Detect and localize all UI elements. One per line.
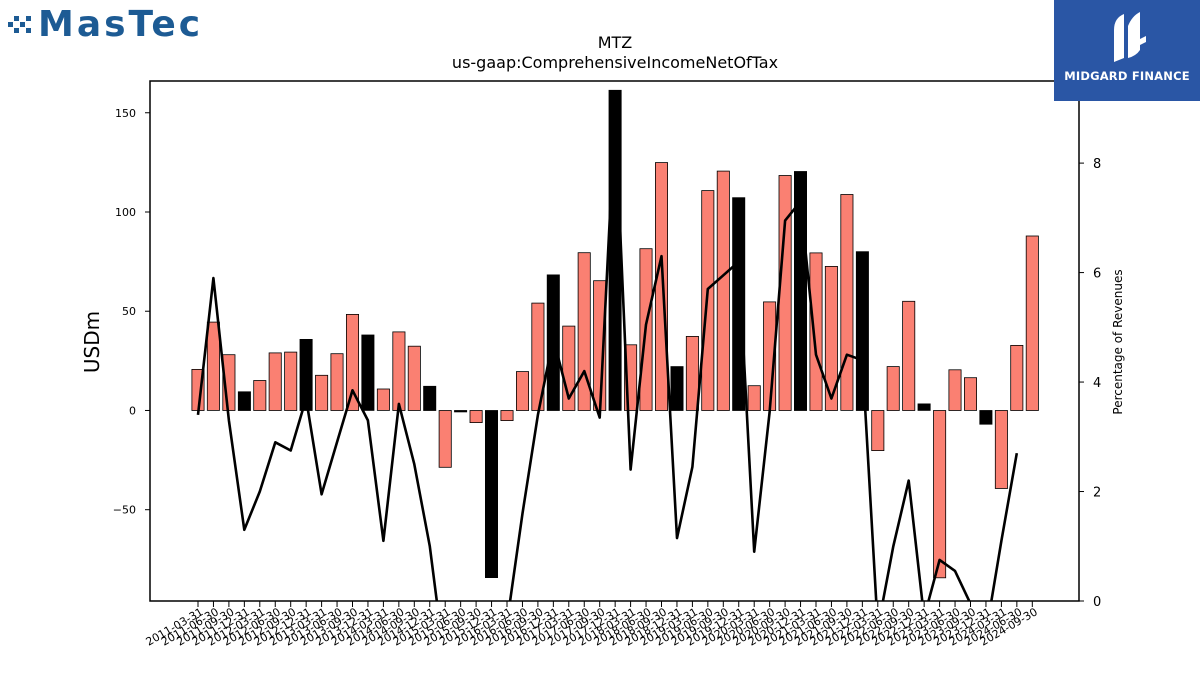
bar-2019-03-31 <box>685 335 699 411</box>
bar-2020-09-30 <box>778 175 792 411</box>
bar-2022-03-31 <box>871 410 885 451</box>
bar-2019-09-30 <box>716 170 730 411</box>
bar-2021-12-31 <box>855 251 869 411</box>
bar-2012-12-31 <box>299 338 313 411</box>
bar-2017-06-30 <box>577 252 591 411</box>
bar-2015-09-30 <box>469 410 483 424</box>
bar-2023-12-31 <box>979 410 993 425</box>
y-tick-label: −50 <box>113 504 136 517</box>
bar-2012-06-30 <box>268 352 282 411</box>
bar-2011-06-30 <box>206 321 220 411</box>
y-tick-label: 150 <box>115 107 136 120</box>
bar-2022-09-30 <box>902 300 916 411</box>
bar-2024-03-31 <box>994 410 1008 489</box>
ratio-line <box>196 112 1019 601</box>
y2-tick-label: 6 <box>1093 267 1101 282</box>
bar-2013-09-30 <box>345 313 359 411</box>
bar-2015-06-30 <box>454 410 468 413</box>
bar-2014-09-30 <box>407 345 421 411</box>
y2-tick-label: 0 <box>1093 595 1101 610</box>
bar-2023-06-30 <box>948 369 962 411</box>
bar-2024-06-30 <box>1010 344 1024 411</box>
bar-2018-12-31 <box>670 366 684 411</box>
y2-axis-label: Percentage of Revenues <box>1111 269 1125 414</box>
bar-2022-06-30 <box>886 366 900 411</box>
chart-subtitle: us-gaap:ComprehensiveIncomeNetOfTax <box>452 53 778 72</box>
y-tick-label: 0 <box>129 404 136 417</box>
bar-2022-12-31 <box>917 403 931 411</box>
bar-2013-06-30 <box>330 353 344 411</box>
bar-2021-09-30 <box>840 194 854 411</box>
chart-title: MTZ <box>598 33 633 52</box>
axes-group: −50050100150024682011-03-312011-06-30201… <box>113 80 1101 649</box>
y-tick-label: 50 <box>122 305 136 318</box>
bar-2021-06-30 <box>824 265 838 411</box>
y2-tick-label: 2 <box>1093 486 1101 501</box>
bar-2023-03-31 <box>933 410 947 579</box>
plot-frame <box>149 80 1080 602</box>
bar-2014-03-31 <box>376 388 390 411</box>
bar-2012-03-31 <box>253 380 267 411</box>
brand-left-text: MasTec <box>38 3 204 45</box>
y-axis-label: USDm <box>80 311 104 373</box>
mastec-logo: MasTec <box>8 3 204 45</box>
bar-2024-09-30 <box>1025 235 1039 411</box>
bar-2021-03-31 <box>809 252 823 411</box>
y-tick-label: 100 <box>115 206 136 219</box>
bar-2023-09-30 <box>964 377 978 411</box>
midgard-logo: MIDGARD FINANCE <box>1054 0 1200 101</box>
bar-2013-03-31 <box>315 374 329 411</box>
logo-mark-icon <box>8 16 31 33</box>
bar-2014-06-30 <box>392 331 406 411</box>
bar-2013-12-31 <box>361 334 375 411</box>
bar-2012-09-30 <box>284 351 298 411</box>
y2-tick-label: 4 <box>1093 376 1101 391</box>
midgard-mark-icon <box>1114 12 1146 62</box>
bar-2014-12-31 <box>423 385 437 411</box>
bar-2020-03-31 <box>747 385 761 411</box>
bar-2016-03-31 <box>500 410 514 422</box>
ratio-line-group <box>196 112 1019 601</box>
brand-right-text: MIDGARD FINANCE <box>1064 69 1190 83</box>
bar-2018-09-30 <box>655 162 669 411</box>
bars-group <box>191 89 1039 579</box>
bar-2015-03-31 <box>438 410 452 468</box>
bar-2019-12-31 <box>732 197 746 411</box>
bar-2015-12-31 <box>484 410 498 579</box>
bar-2016-06-30 <box>516 371 530 411</box>
bar-2011-12-31 <box>237 391 251 411</box>
y2-tick-label: 8 <box>1093 157 1101 172</box>
